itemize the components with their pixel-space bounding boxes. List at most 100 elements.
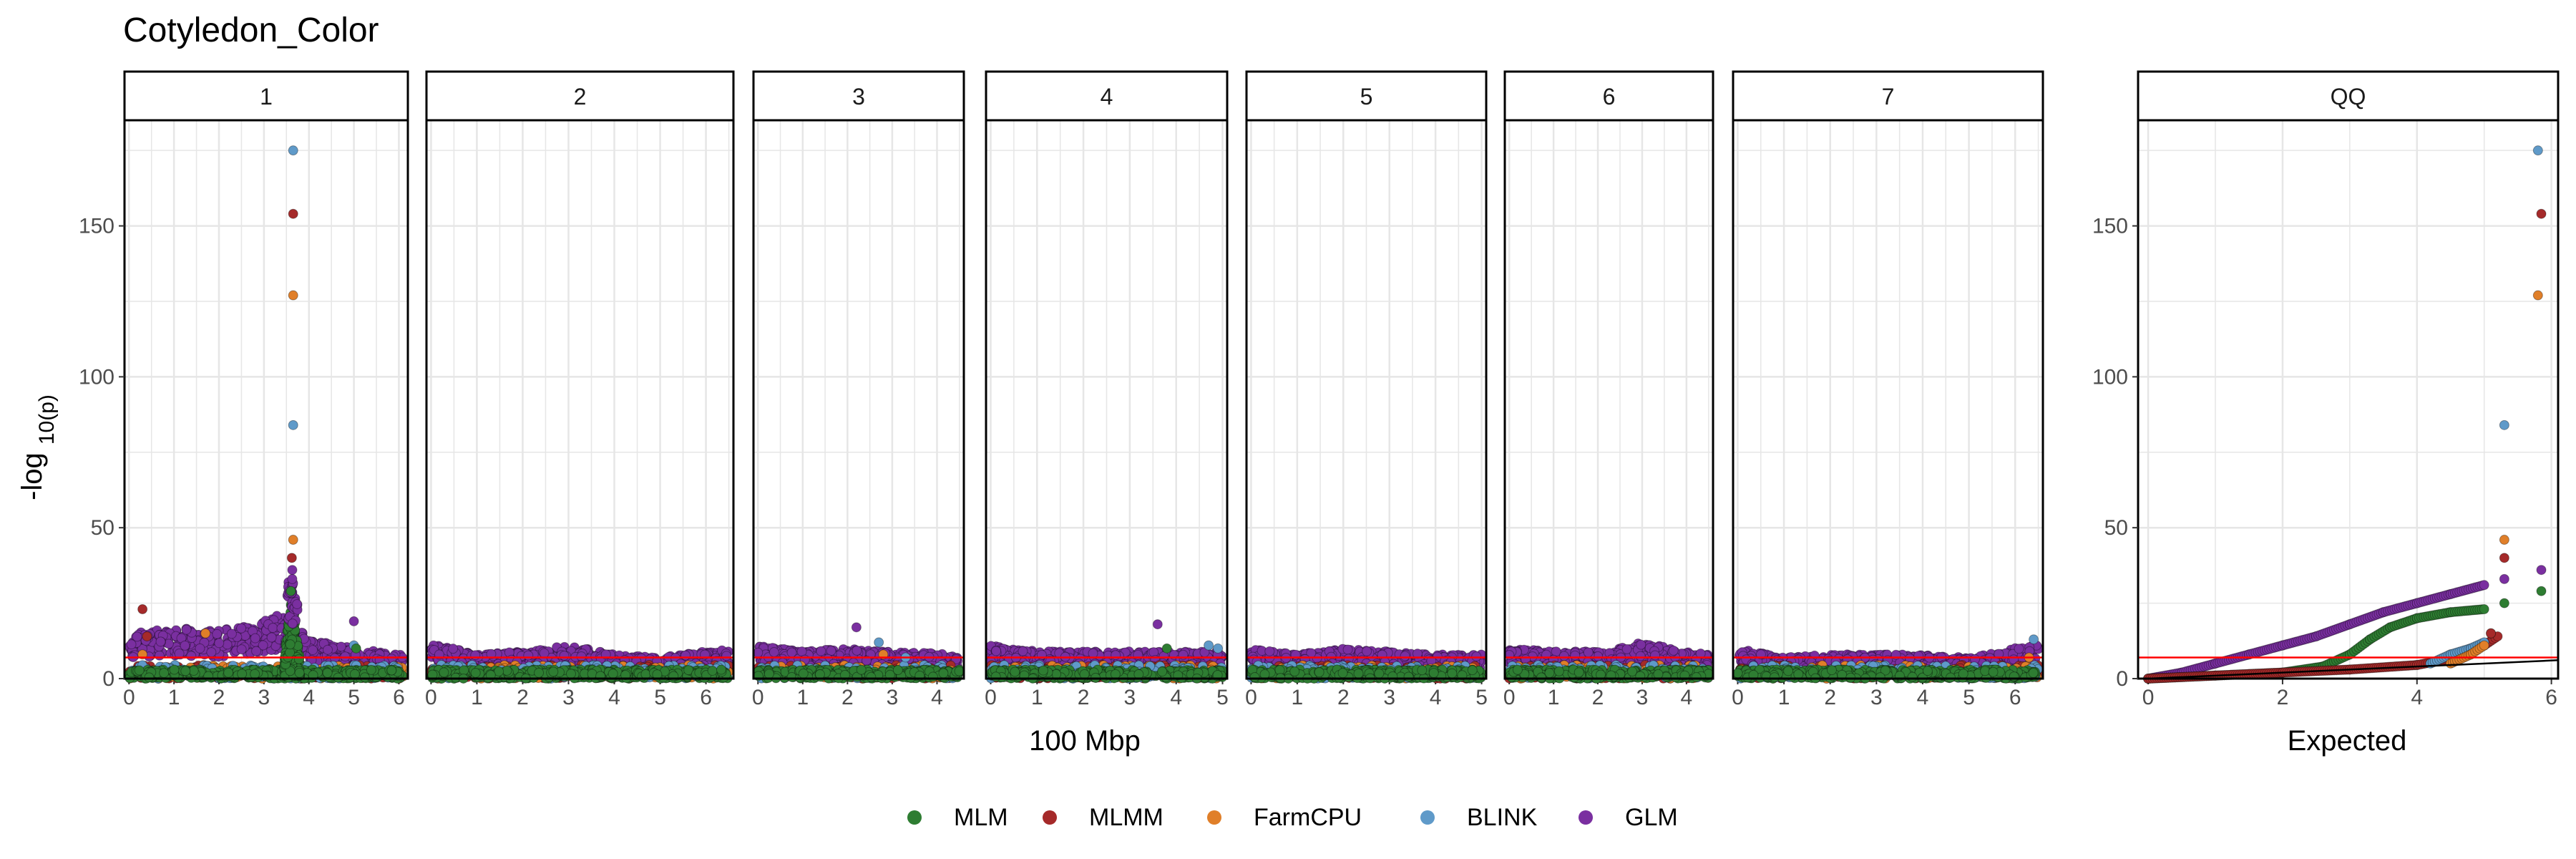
point-mlm [250,669,260,679]
point-mlm [763,669,774,679]
point-glm [448,644,459,654]
point-glm [559,650,570,661]
x-tick-label: 0 [425,686,437,709]
panel-2-grid [426,120,733,680]
point-glm [991,646,1002,656]
point-glm [852,645,862,656]
peak-point-farmcpu [200,628,211,639]
point-glm [287,618,298,629]
point-mlm [707,665,718,676]
peak-point-mlm [351,643,361,654]
point-glm [539,648,550,659]
peak-point-farmcpu [288,535,298,545]
point-mlm [237,669,248,679]
x-tick-label: 1 [471,686,483,709]
x-tick-label: 3 [1124,686,1136,709]
point-glm [236,644,247,655]
point-glm [753,647,763,658]
manhattan-panel-4: 40 1 2 3 4 5 [985,70,1229,709]
point-mlm [134,665,145,676]
point-glm [721,651,732,661]
point-glm [236,623,247,634]
point-mlm [892,665,903,676]
y-tick-label: 0 [102,667,114,691]
panel-3-points [753,622,965,684]
point-glm [268,623,278,634]
x-tick-label: 4 [1170,686,1182,709]
point-glm [266,632,277,643]
point-mlm [856,664,867,675]
y-tick-label: 150 [79,215,114,238]
manhattan-panel-3: 30 1 2 3 4 [752,70,965,709]
point-mlm [349,669,360,679]
point-glm [336,641,346,652]
point-mlm [587,669,597,679]
manhattan-panel-2: 20 1 2 3 4 5 6 [425,70,735,709]
x-tick-label: 4 [608,686,620,709]
point-glm [251,646,262,656]
point-glm [126,639,137,650]
chart-title: Cotyledon_Color [123,11,379,49]
peak-point-blink [288,145,298,156]
x-tick-label: 2 [841,686,854,709]
peak-point-mlmm [137,604,148,615]
point-mlm [470,667,481,678]
point-mlm [565,669,576,679]
x-tick-label: 0 [752,686,764,709]
panel-4-grid [986,120,1227,680]
peak-point-mlmm [142,631,152,641]
peak-point-glm [348,616,359,626]
point-mlm [359,672,370,683]
peak-point-mlmm [286,553,297,563]
x-tick-label: 6 [700,686,712,709]
point-glm [180,640,190,651]
panel-1-border [123,119,409,680]
point-glm [132,631,142,642]
point-glm [186,651,197,661]
point-glm [181,624,192,635]
panel-3-grid [753,120,964,680]
point-glm [816,646,826,656]
panel-1-strip [123,70,409,122]
panel-2-strip-label: 2 [574,84,587,110]
panel-2-points [426,640,734,684]
point-mlm [608,669,618,679]
point-glm [212,629,223,639]
panel-2-border [425,119,735,680]
x-tick-label: 1 [168,686,180,709]
x-tick-label: 2 [213,686,225,709]
point-glm [308,645,318,656]
peak-point-mlm [286,586,296,596]
point-mlm [927,671,938,682]
point-glm [226,629,237,639]
y-tick-label: 50 [91,516,114,540]
point-glm [576,651,587,661]
point-mlm [294,667,305,678]
point-glm [250,633,260,644]
point-mlm [180,666,191,676]
x-tick-label: 4 [931,686,943,709]
point-glm [206,647,217,658]
point-glm [470,650,481,661]
point-mlm [938,668,949,679]
x-tick-label: 5 [1216,686,1229,709]
point-mlm [439,667,449,678]
peak-point-farmcpu [288,290,298,301]
x-tick-label: 2 [517,686,529,709]
point-mlm [534,667,545,678]
peak-point-glm [851,622,862,633]
x-tick-label: 3 [258,686,270,709]
point-mlm [144,672,155,683]
panel-1-grid [125,120,408,680]
point-mlm [285,639,296,650]
point-glm [323,644,333,655]
point-mlm [459,665,469,676]
point-mlm [223,667,234,678]
point-glm [214,638,225,649]
point-mlm [548,666,559,677]
x-tick-label: 5 [348,686,360,709]
peak-point-glm [287,573,298,584]
